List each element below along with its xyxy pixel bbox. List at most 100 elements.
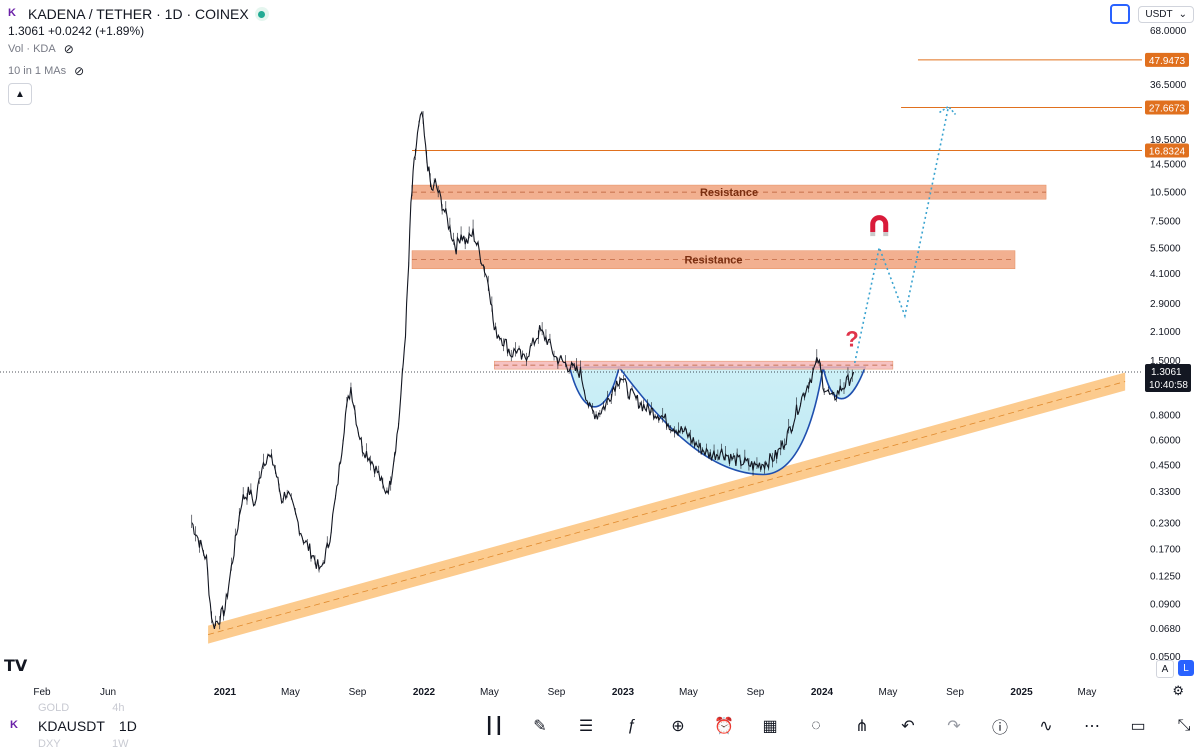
price-level-tag-text: 16.8324 [1149, 147, 1186, 158]
x-tick-label: Sep [349, 687, 367, 698]
info-icon[interactable]: ⓘ [991, 720, 1008, 737]
x-tick-label: May [679, 687, 698, 698]
undo-icon[interactable]: ↶ [901, 718, 915, 735]
y-tick-label: 0.1250 [1150, 571, 1181, 582]
x-tick-label: May [1078, 687, 1097, 698]
magnet-body [870, 215, 889, 233]
question-icon: ? [845, 327, 858, 352]
price-level-tag[interactable] [1145, 52, 1189, 67]
price-level-tag-text: 47.9473 [1149, 56, 1186, 67]
top-right-controls: USDT ⌄ [1110, 4, 1194, 24]
eye-hidden-icon[interactable]: ⊘ [63, 42, 74, 56]
price-level-tag[interactable] [1145, 100, 1189, 115]
y-tick-label: 19.5000 [1150, 135, 1187, 146]
y-tick-label: 0.0500 [1150, 652, 1181, 663]
symbol-ticker[interactable]: KDAUSDT [38, 718, 105, 734]
compress-icon[interactable]: ⤡ [1177, 717, 1191, 734]
price-series-line[interactable] [191, 110, 855, 630]
collapse-legend-button[interactable]: ▲ [8, 83, 32, 105]
price-level-tag-text: 27.6673 [1149, 103, 1186, 114]
magnet-icon [870, 215, 889, 237]
x-tick-label: 2022 [413, 687, 436, 698]
last-price-tag[interactable] [1145, 363, 1191, 392]
x-tick-label: May [480, 687, 499, 698]
y-tick-label: 0.4500 [1150, 460, 1181, 471]
window-icon[interactable]: ▭ [1130, 718, 1146, 735]
chevron-up-icon: ▲ [15, 88, 25, 100]
layout-icon[interactable]: ▦ [762, 718, 778, 735]
bottom-toolbar: GOLD 4h K KDAUSDT 1D DXY 1W ┃┃ ✎ ☰ ƒ ⊕ ⏰… [0, 702, 1200, 750]
x-tick-label: 2024 [811, 687, 834, 698]
y-tick-label: 36.5000 [1150, 80, 1187, 91]
y-tick-label: 0.0900 [1150, 600, 1181, 611]
volume-indicator-label: Vol · KDA [8, 43, 56, 55]
x-tick-label: 2025 [1010, 687, 1033, 698]
pen-icon[interactable]: ✎ [533, 718, 547, 735]
next-interval-ghost: 1W [112, 738, 129, 750]
x-tick-label: Sep [946, 687, 964, 698]
currency-selector[interactable]: USDT ⌄ [1138, 5, 1194, 23]
prev-symbol-ghost: GOLD 4h [38, 702, 125, 714]
y-tick-label: 14.5000 [1150, 159, 1187, 170]
y-tick-label: 5.5000 [1150, 243, 1181, 254]
x-tick-label: May [281, 687, 300, 698]
y-tick-label: 1.5000 [1150, 356, 1181, 367]
prev-symbol-label: GOLD [38, 702, 70, 714]
symbol-switcher[interactable]: K KDAUSDT 1D [10, 718, 137, 734]
symbol-title[interactable]: KADENA / TETHER · 1D · COINEX [28, 6, 249, 22]
trend-channel-midline [207, 381, 1126, 636]
y-tick-label: 4.1000 [1150, 269, 1181, 280]
y-tick-label: 68.0000 [1150, 26, 1187, 37]
ma-indicator-row[interactable]: 10 in 1 MAs ⊘ [8, 64, 84, 78]
price-axis[interactable] [1143, 0, 1200, 704]
y-tick-label: 0.3300 [1150, 487, 1181, 498]
plus-circle-icon[interactable]: ⊕ [671, 718, 685, 735]
y-tick-label: 0.2300 [1150, 518, 1181, 529]
y-tick-label: 0.0680 [1150, 624, 1181, 635]
next-symbol-ghost: DXY [38, 738, 61, 750]
ma-indicator-label: 10 in 1 MAs [8, 65, 67, 77]
y-tick-label: 0.8000 [1150, 410, 1181, 421]
resistance-label: Resistance [700, 187, 758, 199]
bulb-icon[interactable]: ◌ [811, 717, 821, 734]
y-tick-label: 10.5000 [1150, 187, 1187, 198]
candles-icon[interactable]: ┃┃ [484, 718, 504, 735]
wave-icon[interactable]: ∿ [1039, 718, 1053, 735]
currency-label: USDT [1145, 8, 1173, 20]
magnet-tip [870, 232, 876, 237]
projection-arrowhead [939, 105, 957, 115]
y-tick-label: 2.9000 [1150, 299, 1181, 310]
eye-hidden-icon[interactable]: ⊘ [74, 64, 85, 78]
resistance-label: Resistance [684, 255, 742, 267]
y-tick-label: 2.1000 [1150, 327, 1181, 338]
axis-scale-buttons: A L [1156, 660, 1194, 678]
share-icon[interactable]: ⋔ [855, 718, 869, 735]
price-level-tag[interactable] [1145, 143, 1189, 158]
x-tick-label: Feb [33, 687, 51, 698]
y-tick-label: 0.6000 [1150, 435, 1181, 446]
fx-icon[interactable]: ƒ [627, 717, 637, 734]
prev-interval-label: 4h [112, 702, 125, 714]
projection-path[interactable] [853, 106, 950, 364]
y-tick-label: 0.1700 [1150, 545, 1181, 556]
log-scale-button[interactable]: L [1178, 660, 1194, 676]
drawing-tools: ┃┃ ✎ ☰ ƒ ⊕ ⏰ ▦ ◌ ⋔ ↶ ↷ ⓘ ∿ ⋯ ▭ ⤡ [482, 714, 1196, 738]
auto-scale-button[interactable]: A [1156, 660, 1174, 678]
last-price-readout: 1.3061 +0.0242 (+1.89%) [8, 24, 145, 38]
tradingview-logo-icon[interactable]: 𝗧𝗩 [4, 658, 28, 675]
more-icon[interactable]: ⋯ [1084, 718, 1100, 735]
x-tick-label: Jun [100, 687, 116, 698]
redo-icon[interactable]: ↷ [947, 718, 961, 735]
y-tick-label: 7.5000 [1150, 217, 1181, 228]
alarm-icon[interactable]: ⏰ [714, 718, 734, 735]
x-tick-label: 2023 [612, 687, 635, 698]
interval-label[interactable]: 1D [118, 718, 137, 734]
note-icon[interactable]: ☰ [578, 718, 594, 735]
fullscreen-icon[interactable] [1110, 4, 1131, 24]
chart-header[interactable]: K KADENA / TETHER · 1D · COINEX [8, 6, 269, 22]
settings-gear-icon[interactable]: ⚙ [1172, 683, 1184, 698]
volume-indicator-row[interactable]: Vol · KDA ⊘ [8, 42, 74, 56]
kadena-logo-icon: K [10, 719, 18, 731]
kadena-logo-icon: K [8, 7, 16, 19]
